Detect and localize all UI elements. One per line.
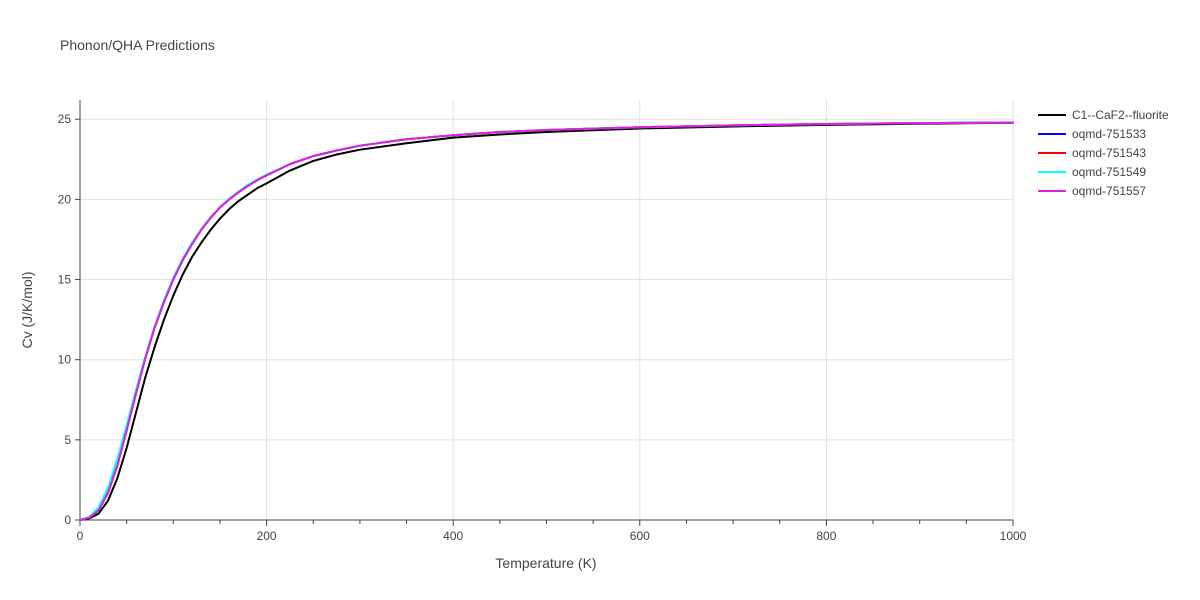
x-tick-label: 1000 [1000,529,1027,543]
series-line-4 [79,121,1014,521]
series-line-3 [79,121,1014,521]
legend-label-1: C1--CaF2--fluorite [1072,108,1169,122]
legend: C1--CaF2--fluorite oqmd-751533 oqmd-751543… [1038,108,1169,198]
series-lines [79,121,1014,521]
y-tick-label: 5 [64,433,71,447]
y-axis-title: Cv (J/K/mol) [19,272,35,349]
chart-title: Phonon/QHA Predictions [60,37,215,53]
x-tick-label: 800 [816,529,836,543]
x-axis-title: Temperature (K) [495,555,596,571]
y-tick-label: 20 [58,192,72,206]
y-tick-label: 10 [58,353,72,367]
x-tick-label: 600 [630,529,650,543]
legend-label-5: oqmd-751557 [1072,184,1146,198]
x-tick-label: 400 [443,529,463,543]
legend-label-2: oqmd-751533 [1072,127,1146,141]
y-tick-label: 0 [64,513,71,527]
legend-label-4: oqmd-751549 [1072,165,1146,179]
y-tick-label: 25 [58,112,72,126]
grid-lines [80,100,1014,520]
x-tick-label: 200 [257,529,277,543]
y-tick-label: 15 [58,273,72,287]
series-line-2 [79,121,1014,521]
legend-label-3: oqmd-751543 [1072,146,1146,160]
axes: 0 5 10 15 20 25 0 200 400 600 800 1000 [58,100,1027,543]
series-line-1 [79,121,1014,521]
x-tick-label: 0 [77,529,84,543]
series-line-5 [79,121,1014,521]
